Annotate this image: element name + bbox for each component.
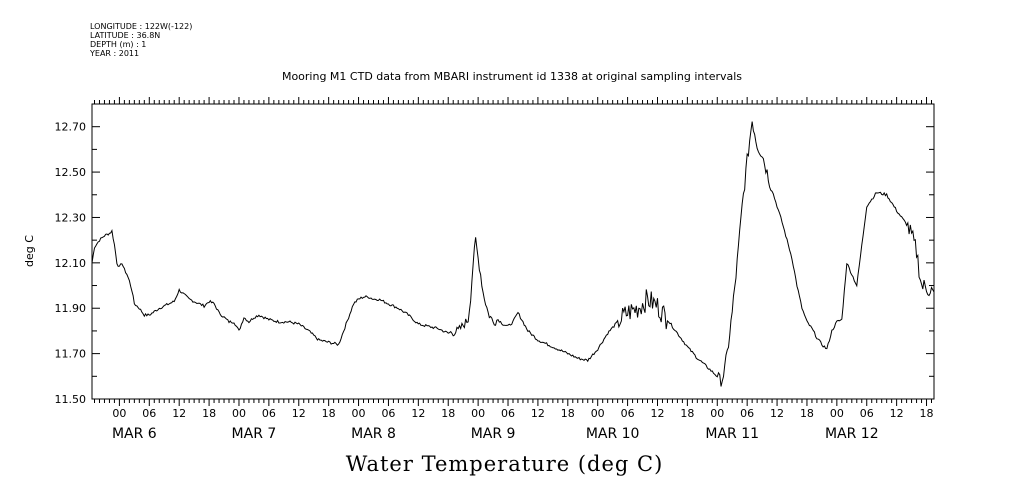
plot-frame <box>91 103 935 400</box>
x-day-label: MAR 10 <box>586 426 640 442</box>
longitude-label: LONGITUDE : 122W(-122) <box>90 22 193 31</box>
x-day-label: MAR 12 <box>825 426 879 442</box>
x-tick-label: 06 <box>621 407 635 420</box>
y-axis-label: deg C <box>23 235 36 267</box>
x-tick-label: 18 <box>441 407 455 420</box>
axis-tick-labels: 00 06 12 18 MAR 6 00 06 12 18 MAR 7 00 06 12 18 MAR 8 0… <box>55 121 934 442</box>
x-tick-label: 00 <box>232 407 246 420</box>
x-tick-label: 18 <box>322 407 336 420</box>
x-tick-label: 12 <box>411 407 425 420</box>
x-tick-label: 06 <box>740 407 754 420</box>
y-tick-label: 11.70 <box>55 348 87 361</box>
x-tick-label: 00 <box>352 407 366 420</box>
x-tick-label: 18 <box>202 407 216 420</box>
x-tick-label: 18 <box>680 407 694 420</box>
year-label: YEAR : 2011 <box>90 49 140 58</box>
y-tick-label: 11.50 <box>55 393 87 406</box>
x-tick-label: 12 <box>890 407 904 420</box>
x-tick-label: 18 <box>561 407 575 420</box>
x-tick-label: 00 <box>710 407 724 420</box>
x-day-label: MAR 8 <box>351 426 396 442</box>
depth-label: DEPTH (m) : 1 <box>90 40 147 49</box>
temperature-series-line <box>91 121 935 387</box>
x-tick-label: 12 <box>531 407 545 420</box>
x-tick-label: 06 <box>262 407 276 420</box>
x-tick-label: 06 <box>381 407 395 420</box>
y-tick-label: 12.10 <box>55 257 87 270</box>
x-tick-label: 18 <box>800 407 814 420</box>
x-day-label: MAR 9 <box>471 426 516 442</box>
x-axis-title: Water Temperature (deg C) <box>345 452 664 476</box>
x-tick-label: 06 <box>860 407 874 420</box>
y-tick-label: 11.90 <box>55 302 87 315</box>
y-tick-label: 12.50 <box>55 166 87 179</box>
chart-title: Mooring M1 CTD data from MBARI instrumen… <box>282 70 742 83</box>
latitude-label: LATITUDE : 36.8N <box>90 31 161 40</box>
x-day-label: MAR 7 <box>232 426 277 442</box>
x-day-label: MAR 6 <box>112 426 157 442</box>
x-tick-label: 00 <box>591 407 605 420</box>
x-day-label: MAR 11 <box>705 426 759 442</box>
x-tick-label: 00 <box>112 407 126 420</box>
metadata-block: LONGITUDE : 122W(-122) LATITUDE : 36.8N … <box>90 22 192 58</box>
x-tick-label: 12 <box>770 407 784 420</box>
x-tick-label: 12 <box>650 407 664 420</box>
y-tick-label: 12.70 <box>55 121 87 134</box>
x-tick-label: 06 <box>142 407 156 420</box>
y-tick-label: 12.30 <box>55 211 87 224</box>
x-tick-label: 00 <box>471 407 485 420</box>
axis-ticks <box>92 97 934 406</box>
x-tick-label: 18 <box>920 407 934 420</box>
x-tick-label: 12 <box>172 407 186 420</box>
x-tick-label: 06 <box>501 407 515 420</box>
x-tick-label: 00 <box>830 407 844 420</box>
x-tick-label: 12 <box>292 407 306 420</box>
